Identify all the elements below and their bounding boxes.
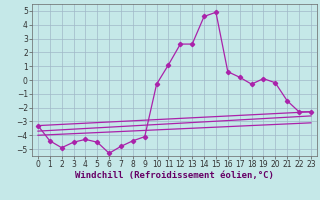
X-axis label: Windchill (Refroidissement éolien,°C): Windchill (Refroidissement éolien,°C) xyxy=(75,171,274,180)
